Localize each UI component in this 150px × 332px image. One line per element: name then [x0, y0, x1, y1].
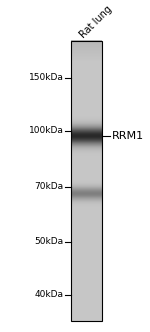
Text: 70kDa: 70kDa [34, 182, 63, 192]
Bar [71, 41, 102, 321]
Text: 150kDa: 150kDa [29, 73, 63, 82]
Text: Rat lung: Rat lung [78, 4, 114, 40]
Text: 100kDa: 100kDa [29, 126, 63, 135]
Text: 50kDa: 50kDa [34, 237, 63, 246]
Text: RRM1: RRM1 [112, 131, 144, 141]
Text: 40kDa: 40kDa [34, 290, 63, 299]
